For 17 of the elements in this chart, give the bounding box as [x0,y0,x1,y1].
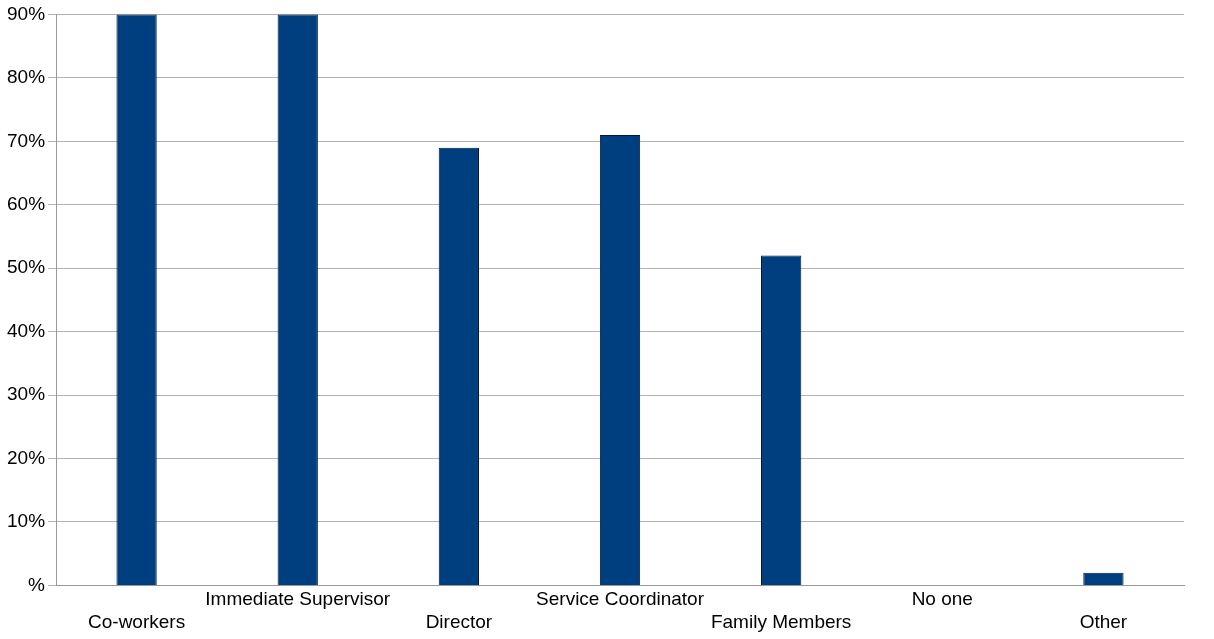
y-tick-label: 80% [7,66,46,88]
y-tick-label: 20% [7,446,46,468]
y-tick-label: 70% [7,129,46,151]
y-tick-label: 90% [7,2,46,24]
y-tick-label: 30% [7,383,46,405]
y-tick-label: 60% [7,192,46,214]
x-tick-label: Director [425,610,493,632]
y-tick-label: 10% [7,510,46,532]
y-tick-label: 40% [7,319,46,341]
x-tick-label: Other [1079,610,1128,632]
x-tick-label: Service Coordinator [536,588,705,610]
x-tick-label: Immediate Supervisor [205,588,391,610]
x-tick-label: Co-workers [88,610,186,632]
x-tick-label: No one [911,588,973,610]
x-tick-label: Family Members [710,610,852,632]
y-tick-label: % [28,573,46,595]
y-tick-label: 50% [7,256,46,278]
